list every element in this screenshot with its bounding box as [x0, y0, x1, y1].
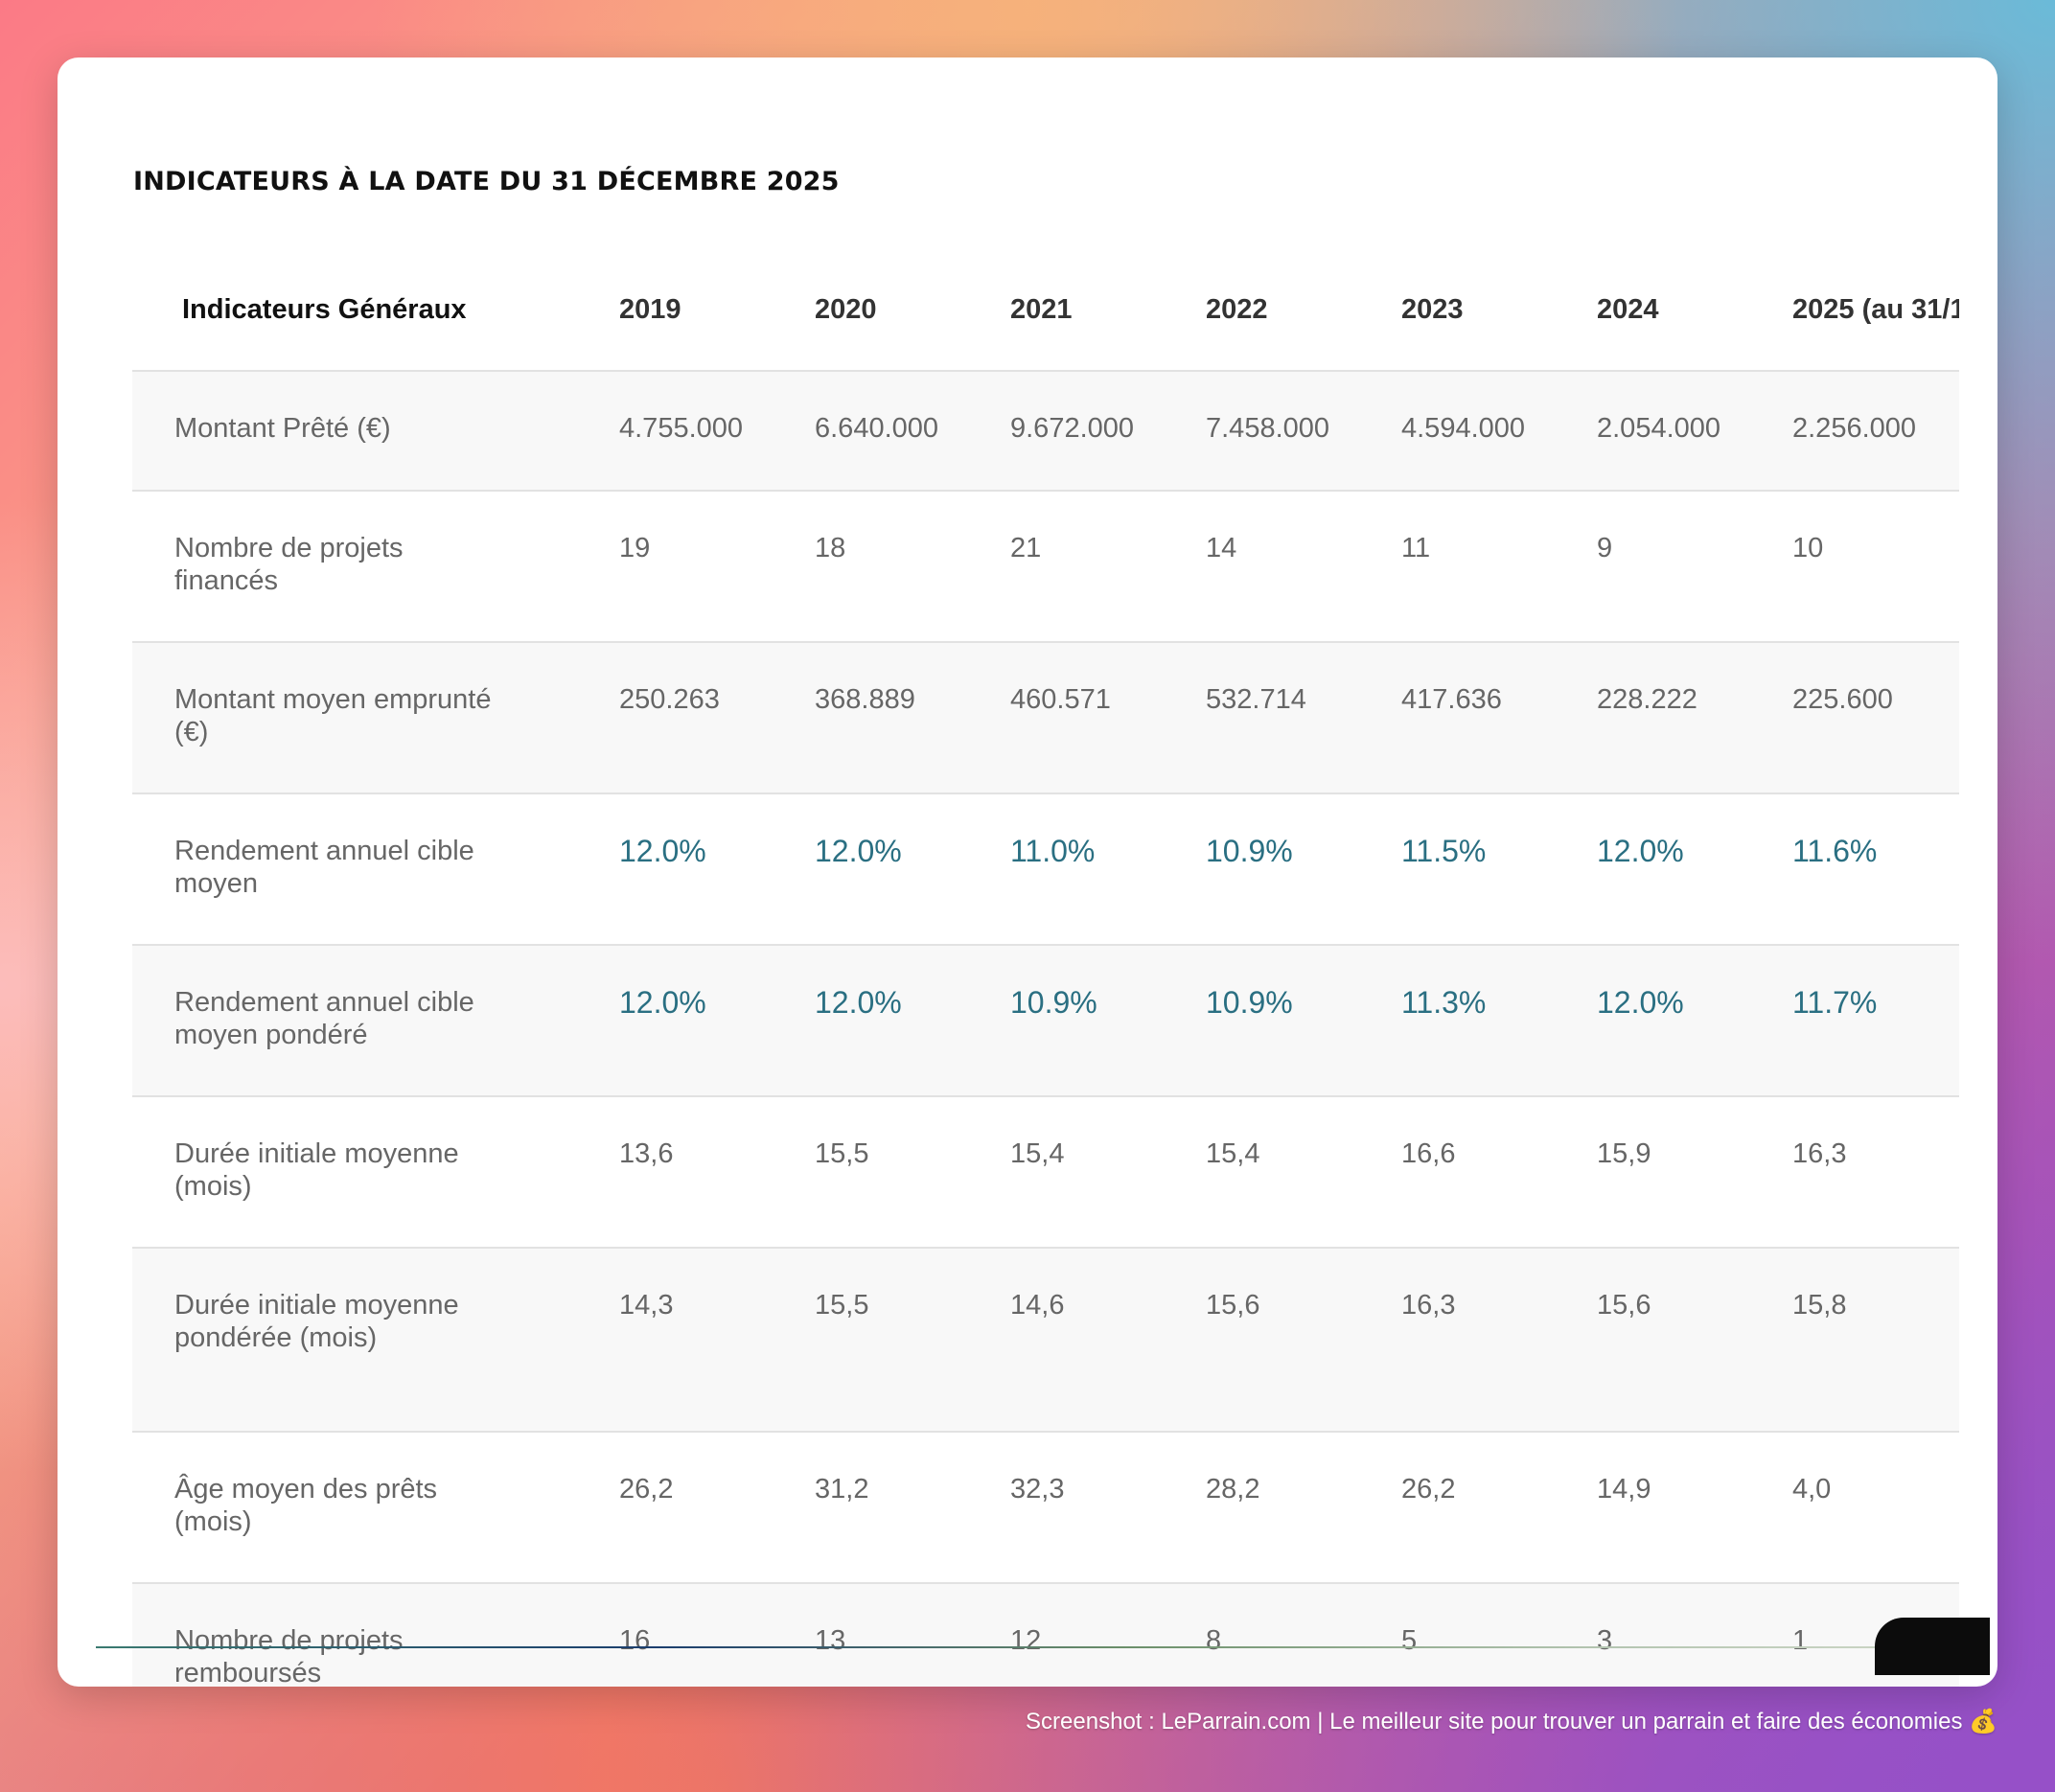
cell-value: 250.263 [618, 642, 814, 794]
row-label: Âge moyen des prêts (mois) [132, 1432, 618, 1584]
row-label: Montant Prêté (€) [132, 371, 618, 492]
cell-value: 460.571 [1009, 642, 1205, 794]
cell-value: 2.054.000 [1596, 371, 1791, 492]
table-row-rendement-pondere: Rendement annuel cible moyen pondéré 12.… [132, 945, 1959, 1097]
table-row-age-moyen: Âge moyen des prêts (mois) 26,2 31,2 32,… [132, 1432, 1959, 1584]
cell-value: 13,6 [618, 1096, 814, 1249]
cell-value: 15,6 [1596, 1248, 1791, 1433]
cell-value: 16,3 [1791, 1096, 1959, 1249]
table-header-row: Indicateurs Généraux 2019 2020 2021 2022… [132, 249, 1959, 372]
cell-value: 10.9% [1205, 793, 1400, 946]
cell-value: 16,3 [1400, 1248, 1596, 1433]
cell-value: 32,3 [1009, 1432, 1205, 1584]
cell-value: 7.458.000 [1205, 371, 1400, 492]
cell-value: 14,9 [1596, 1432, 1791, 1584]
row-label: Montant moyen emprunté (€) [132, 642, 618, 794]
header-2022: 2022 [1205, 249, 1400, 372]
cell-value: 31,2 [814, 1432, 1009, 1584]
indicators-table-scroll[interactable]: Indicateurs Généraux 2019 2020 2021 2022… [132, 249, 1959, 1687]
cell-value: 12.0% [814, 945, 1009, 1097]
row-label: Rendement annuel cible moyen pondéré [132, 945, 618, 1097]
cell-value: 10.9% [1205, 945, 1400, 1097]
header-2025: 2025 (au 31/1 [1791, 249, 1959, 372]
cell-value: 15,9 [1596, 1096, 1791, 1249]
cell-value: 10 [1791, 491, 1959, 643]
cell-value: 2.256.000 [1791, 371, 1959, 492]
header-2024: 2024 [1596, 249, 1791, 372]
cell-value: 28,2 [1205, 1432, 1400, 1584]
screenshot-credit: Screenshot : LeParrain.com | Le meilleur… [1026, 1709, 1997, 1735]
cell-value: 368.889 [814, 642, 1009, 794]
cell-value: 11.0% [1009, 793, 1205, 946]
indicators-card: INDICATEURS À LA DATE DU 31 DÉCEMBRE 202… [58, 57, 1997, 1687]
row-label: Rendement annuel cible moyen [132, 793, 618, 946]
table-row-rendement-cible: Rendement annuel cible moyen 12.0% 12.0%… [132, 793, 1959, 946]
header-2019: 2019 [618, 249, 814, 372]
cell-value: 8 [1205, 1583, 1400, 1687]
cell-value: 11.3% [1400, 945, 1596, 1097]
table-row-duree-ponderee: Durée initiale moyenne pondérée (mois) 1… [132, 1248, 1959, 1433]
cell-value: 12.0% [1596, 945, 1791, 1097]
cell-value: 15,5 [814, 1248, 1009, 1433]
table-row-montant-prete: Montant Prêté (€) 4.755.000 6.640.000 9.… [132, 371, 1959, 492]
cell-value: 15,6 [1205, 1248, 1400, 1433]
cell-value: 16 [618, 1583, 814, 1687]
row-label: Durée initiale moyenne (mois) [132, 1096, 618, 1249]
cell-value: 4.594.000 [1400, 371, 1596, 492]
cell-value: 19 [618, 491, 814, 643]
cell-value: 12.0% [618, 945, 814, 1097]
cell-value: 14,6 [1009, 1248, 1205, 1433]
floating-action-button[interactable] [1875, 1618, 1990, 1675]
cell-value: 15,4 [1205, 1096, 1400, 1249]
cell-value: 12.0% [618, 793, 814, 946]
cell-value: 18 [814, 491, 1009, 643]
cell-value: 9.672.000 [1009, 371, 1205, 492]
table-row-projets-rembourses: Nombre de projets remboursés 16 13 12 8 … [132, 1583, 1959, 1687]
header-indicators: Indicateurs Généraux [132, 249, 618, 372]
indicators-table: Indicateurs Généraux 2019 2020 2021 2022… [132, 249, 1959, 1687]
cell-value: 532.714 [1205, 642, 1400, 794]
cell-value: 11.6% [1791, 793, 1959, 946]
header-2021: 2021 [1009, 249, 1205, 372]
cell-value: 12.0% [1596, 793, 1791, 946]
row-label: Durée initiale moyenne pondérée (mois) [132, 1248, 618, 1433]
cell-value: 26,2 [618, 1432, 814, 1584]
cell-value: 12 [1009, 1583, 1205, 1687]
cell-value: 14 [1205, 491, 1400, 643]
cell-value: 228.222 [1596, 642, 1791, 794]
row-label: Nombre de projets remboursés [132, 1583, 618, 1687]
cell-value: 26,2 [1400, 1432, 1596, 1584]
header-2020: 2020 [814, 249, 1009, 372]
bottom-divider [96, 1646, 1961, 1648]
table-row-duree-initiale: Durée initiale moyenne (mois) 13,6 15,5 … [132, 1096, 1959, 1249]
cell-value: 4.755.000 [618, 371, 814, 492]
cell-value: 4,0 [1791, 1432, 1959, 1584]
table-row-projets-finances: Nombre de projets financés 19 18 21 14 1… [132, 491, 1959, 643]
cell-value: 9 [1596, 491, 1791, 643]
cell-value: 225.600 [1791, 642, 1959, 794]
cell-value: 417.636 [1400, 642, 1596, 794]
cell-value: 10.9% [1009, 945, 1205, 1097]
cell-value: 3 [1596, 1583, 1791, 1687]
cell-value: 15,8 [1791, 1248, 1959, 1433]
cell-value: 13 [814, 1583, 1009, 1687]
cell-value: 11.5% [1400, 793, 1596, 946]
cell-value: 11.7% [1791, 945, 1959, 1097]
cell-value: 12.0% [814, 793, 1009, 946]
page-title: INDICATEURS À LA DATE DU 31 DÉCEMBRE 202… [133, 167, 840, 196]
row-label: Nombre de projets financés [132, 491, 618, 643]
cell-value: 21 [1009, 491, 1205, 643]
cell-value: 16,6 [1400, 1096, 1596, 1249]
header-2023: 2023 [1400, 249, 1596, 372]
cell-value: 14,3 [618, 1248, 814, 1433]
table-row-montant-moyen: Montant moyen emprunté (€) 250.263 368.8… [132, 642, 1959, 794]
cell-value: 5 [1400, 1583, 1596, 1687]
cell-value: 15,4 [1009, 1096, 1205, 1249]
cell-value: 15,5 [814, 1096, 1009, 1249]
cell-value: 11 [1400, 491, 1596, 643]
cell-value: 6.640.000 [814, 371, 1009, 492]
